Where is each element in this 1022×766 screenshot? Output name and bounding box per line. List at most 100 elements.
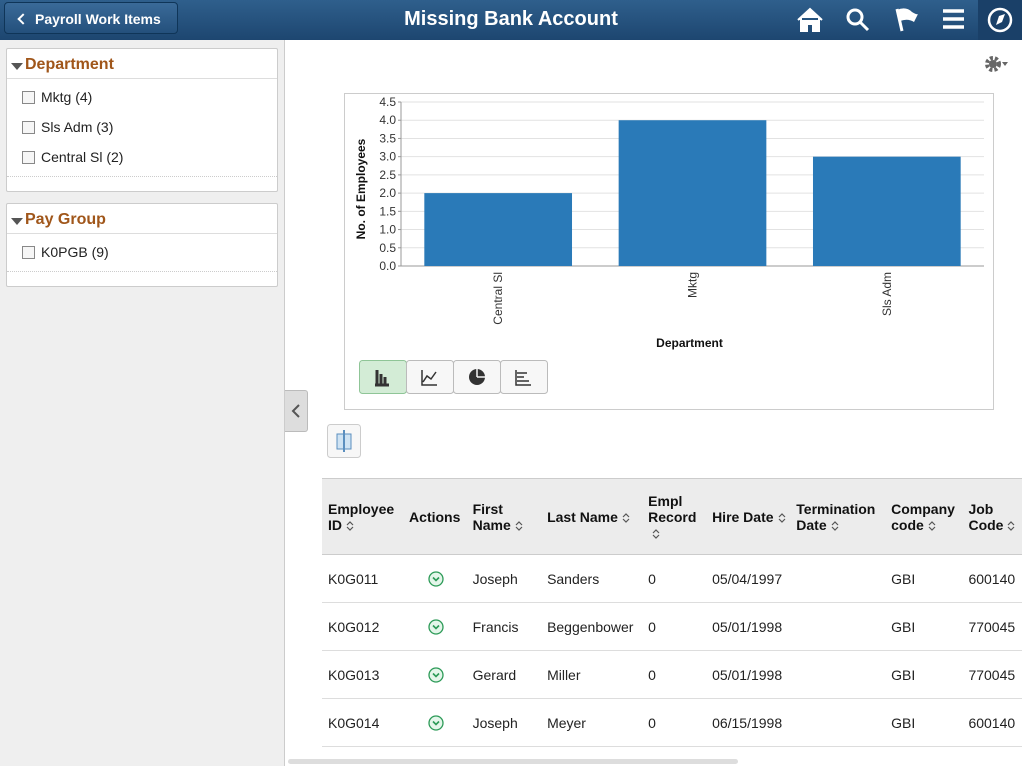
grid-row[interactable]: K0G013 Gerard Miller 0 05/01/1998 GBI 770045 [322, 650, 1022, 699]
button-frame [359, 360, 407, 394]
sort-icon [778, 512, 785, 523]
icon-chevron [432, 625, 440, 630]
grid-cell: GBI [885, 554, 963, 603]
grid-cell: Meyer [541, 698, 643, 747]
grid-cell [790, 554, 886, 603]
icon-chevron [432, 577, 440, 582]
grid-row[interactable]: K0G011 Joseph Sanders 0 05/04/1997 GBI 600140 [322, 554, 1022, 603]
x-tick-label: Sls Adm [880, 272, 894, 316]
grid-cell: 600140 [962, 554, 1022, 603]
grid-cell: 06/15/1998 [706, 698, 791, 747]
grid-cell: K0G012 [322, 602, 404, 651]
hbar-chart-button[interactable] [500, 360, 548, 394]
bar[interactable] [618, 120, 767, 266]
y-tick-label: 3.5 [379, 131, 396, 145]
header-text: Termination Date [796, 500, 876, 533]
grid-cell: 05/04/1997 [706, 554, 791, 603]
grid-row[interactable]: K0G012 Francis Beggenbower 0 05/01/1998 GBI 77… [322, 602, 1022, 651]
y-tick-label: 1.0 [379, 223, 396, 237]
column-header[interactable]: Termination Date [790, 478, 886, 555]
y-tick-label: 0.0 [379, 259, 396, 273]
grid-cell: 770045 [962, 602, 1022, 651]
facet-checkbox[interactable]: Central Sl (2) [7, 142, 277, 172]
related-actions-icon[interactable] [428, 715, 444, 731]
header-text: Actions [409, 508, 461, 525]
sort-icon [346, 520, 354, 531]
bar[interactable] [424, 193, 573, 266]
column-header[interactable]: First Name [466, 478, 542, 555]
grid-cell: 05/01/1998 [706, 602, 791, 651]
collapse-button[interactable] [285, 390, 308, 432]
icon-circle [428, 715, 444, 731]
grid-cell: 05/01/1998 [706, 650, 791, 699]
related-actions-icon[interactable] [428, 667, 444, 683]
search-icon[interactable] [846, 8, 870, 32]
icon-chevron [432, 721, 440, 726]
sort-arrows [346, 520, 354, 531]
column-header[interactable]: Last Name [541, 478, 643, 555]
chart-panel: 0.0 0.5 1.0 1.5 2.0 2.5 3.0 3.5 4.0 4.5 Central Sl… [344, 93, 994, 410]
facet-checkbox[interactable]: Mktg (4) [7, 82, 277, 112]
column-header[interactable]: Job Code [962, 478, 1022, 555]
flag-icon[interactable] [895, 8, 918, 32]
grid-cell [790, 602, 886, 651]
grid-cell: GBI [885, 650, 963, 699]
filter-panel: Department Mktg (4) Sls Adm (3) Central Sl … [0, 40, 285, 766]
bar[interactable] [812, 156, 961, 266]
column-header[interactable]: Employee ID [322, 478, 404, 555]
grid-cell: 0 [642, 554, 707, 603]
bar-chart-button[interactable] [359, 360, 407, 394]
line-chart-button[interactable] [406, 360, 454, 394]
grid-cell [790, 650, 886, 699]
grid-head: Employee ID Actions First Name Last Name Emp… [322, 478, 1022, 555]
facet-list: K0PGB (9) [7, 234, 277, 267]
column-header[interactable]: Empl Record [642, 478, 707, 555]
y-tick-label: 1.5 [379, 204, 396, 218]
y-tick-label: 2.0 [379, 186, 396, 200]
header-icons [797, 0, 1022, 40]
grid-cell: Joseph [466, 554, 542, 603]
column-header[interactable]: Hire Date [706, 478, 791, 555]
facet-checkbox[interactable]: K0PGB (9) [7, 237, 277, 267]
facet-checkbox[interactable]: Sls Adm (3) [7, 112, 277, 142]
button-icon [375, 370, 389, 387]
y-tick-label: 3.0 [379, 150, 396, 164]
grid-body: K0G011 Joseph Sanders 0 05/04/1997 GBI 600140 K… [322, 554, 1022, 747]
sort-icon [652, 528, 660, 539]
facet-list: Mktg (4) Sls Adm (3) Central Sl (2) [7, 79, 277, 172]
x-tick-label: Mktg [686, 272, 700, 298]
facet: Department Mktg (4) Sls Adm (3) Central Sl … [6, 48, 278, 192]
chart-type-buttons [359, 360, 548, 394]
grid-cell: GBI [885, 602, 963, 651]
facet-title[interactable]: Department [7, 49, 277, 79]
grid-cell: K0G014 [322, 698, 404, 747]
facet-title[interactable]: Pay Group [7, 204, 277, 234]
column-header[interactable]: Company code [885, 478, 963, 555]
grid-cell: 0 [642, 650, 707, 699]
export-button[interactable] [327, 424, 361, 458]
sort-arrows [778, 512, 785, 523]
icon-chevron [432, 673, 440, 678]
grid-cell: Miller [541, 650, 643, 699]
home-icon[interactable] [797, 7, 823, 32]
grid-cell [403, 554, 467, 603]
y-tick-label: 2.5 [379, 168, 396, 182]
grid-cell: Joseph [466, 698, 542, 747]
settings-icon[interactable] [980, 52, 1010, 76]
pie-chart-button[interactable] [453, 360, 501, 394]
related-actions-icon[interactable] [428, 619, 444, 635]
related-actions-icon[interactable] [428, 571, 444, 587]
grid-cell: Francis [466, 602, 542, 651]
sort-arrows [831, 520, 839, 531]
back-button[interactable]: Payroll Work Items [4, 2, 178, 34]
header-text: Employee ID [328, 500, 395, 533]
grid-cell: 0 [642, 698, 707, 747]
sort-icon [928, 520, 936, 531]
y-tick-label: 4.5 [379, 95, 396, 109]
navbar-needle [996, 14, 1005, 25]
sort-arrows [622, 512, 630, 523]
menu-icon[interactable] [943, 9, 964, 29]
grid-row[interactable]: K0G014 Joseph Meyer 0 06/15/1998 GBI 600140 [322, 698, 1022, 747]
column-header: Actions [403, 478, 467, 555]
